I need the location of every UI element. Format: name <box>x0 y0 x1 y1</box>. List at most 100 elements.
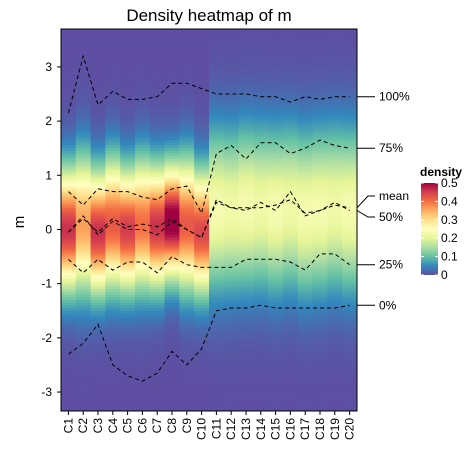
heat-cell <box>135 243 151 247</box>
heat-cell <box>120 96 136 100</box>
heat-cell <box>105 169 121 173</box>
heat-cell <box>297 191 313 195</box>
heat-cell <box>149 318 165 322</box>
heat-cell <box>135 226 151 230</box>
heat-cell <box>297 75 313 79</box>
heat-cell <box>75 210 91 214</box>
heat-cell <box>179 337 195 341</box>
heat-cell <box>327 362 343 366</box>
heat-cell <box>135 75 151 79</box>
heat-cell <box>312 66 328 71</box>
heat-cell <box>135 47 151 52</box>
heat-cell <box>90 80 106 84</box>
heat-cell <box>327 42 343 46</box>
series-label: 100% <box>379 90 410 104</box>
heat-cell <box>223 112 239 117</box>
heat-cell <box>283 364 299 369</box>
heat-cell <box>238 348 254 352</box>
heat-cell <box>105 251 121 255</box>
heat-cell <box>342 335 357 339</box>
heat-cell <box>61 221 77 225</box>
heat-cell <box>149 405 165 409</box>
heat-cell <box>223 69 239 73</box>
heat-cell <box>327 261 343 266</box>
heat-cell <box>223 337 239 341</box>
heat-cell <box>164 289 180 293</box>
heat-cell <box>194 221 210 225</box>
heat-cell <box>253 194 269 198</box>
heat-cell <box>120 348 136 352</box>
heat-cell <box>268 80 284 84</box>
heat-cell <box>164 104 180 108</box>
heat-cell <box>283 278 299 282</box>
heat-cell <box>223 45 239 49</box>
heat-cell <box>164 169 180 173</box>
x-tick-label: C12 <box>224 418 238 440</box>
heat-cell <box>342 373 357 377</box>
heat-cell <box>209 112 225 117</box>
heat-cell <box>135 172 151 176</box>
heat-cell <box>194 310 210 314</box>
heat-cell <box>283 56 299 60</box>
heat-cell <box>90 83 106 87</box>
heat-cell <box>253 188 269 192</box>
heat-cell <box>238 337 254 341</box>
heat-cell <box>238 316 254 320</box>
heat-cell <box>268 202 284 206</box>
heat-cell <box>149 29 165 33</box>
heat-cell <box>105 53 121 57</box>
heat-cell <box>164 75 180 79</box>
heat-cell <box>223 137 239 141</box>
heat-cell <box>90 37 106 41</box>
heat-cell <box>149 354 165 358</box>
heat-cell <box>61 305 77 309</box>
heat-cell <box>297 405 313 409</box>
heat-cell <box>194 289 210 293</box>
heat-cell <box>75 34 91 38</box>
heat-cell <box>209 175 225 179</box>
heat-cell <box>283 375 299 379</box>
heat-cell <box>297 240 313 244</box>
heat-cell <box>135 164 151 168</box>
heat-cell <box>120 283 136 287</box>
heat-cell <box>135 234 151 239</box>
heat-cell <box>253 115 269 119</box>
heat-cell <box>342 50 357 54</box>
heat-cell <box>120 226 136 230</box>
heat-cell <box>253 64 269 68</box>
heat-cell <box>179 224 195 228</box>
heat-cell <box>194 224 210 228</box>
heat-cell <box>105 364 121 369</box>
heat-cell <box>253 175 269 179</box>
heat-cell <box>238 248 254 252</box>
heat-cell <box>327 37 343 41</box>
heat-cell <box>268 96 284 100</box>
heat-cell <box>223 324 239 328</box>
heat-cell <box>342 169 357 173</box>
heat-cell <box>268 85 284 89</box>
heat-cell <box>149 50 165 54</box>
heat-cell <box>105 392 121 396</box>
heat-cell <box>223 47 239 52</box>
heat-cell <box>312 329 328 333</box>
heat-cell <box>223 115 239 119</box>
heat-cell <box>209 88 225 92</box>
heat-cell <box>223 213 239 217</box>
heat-cell <box>90 375 106 379</box>
heat-cell <box>209 199 225 203</box>
heat-cell <box>223 129 239 133</box>
heat-cell <box>268 169 284 173</box>
heat-cell <box>194 402 210 406</box>
heat-cell <box>90 335 106 339</box>
heat-cell <box>61 58 77 62</box>
heat-cell <box>179 275 195 279</box>
heat-cell <box>149 383 165 388</box>
heat-cell <box>61 53 77 57</box>
heat-cell <box>297 64 313 68</box>
heat-cell <box>179 145 195 149</box>
heat-cell <box>194 318 210 322</box>
heat-cell <box>327 240 343 244</box>
heat-cell <box>149 175 165 179</box>
heat-cell <box>342 240 357 244</box>
heat-cell <box>342 294 357 298</box>
